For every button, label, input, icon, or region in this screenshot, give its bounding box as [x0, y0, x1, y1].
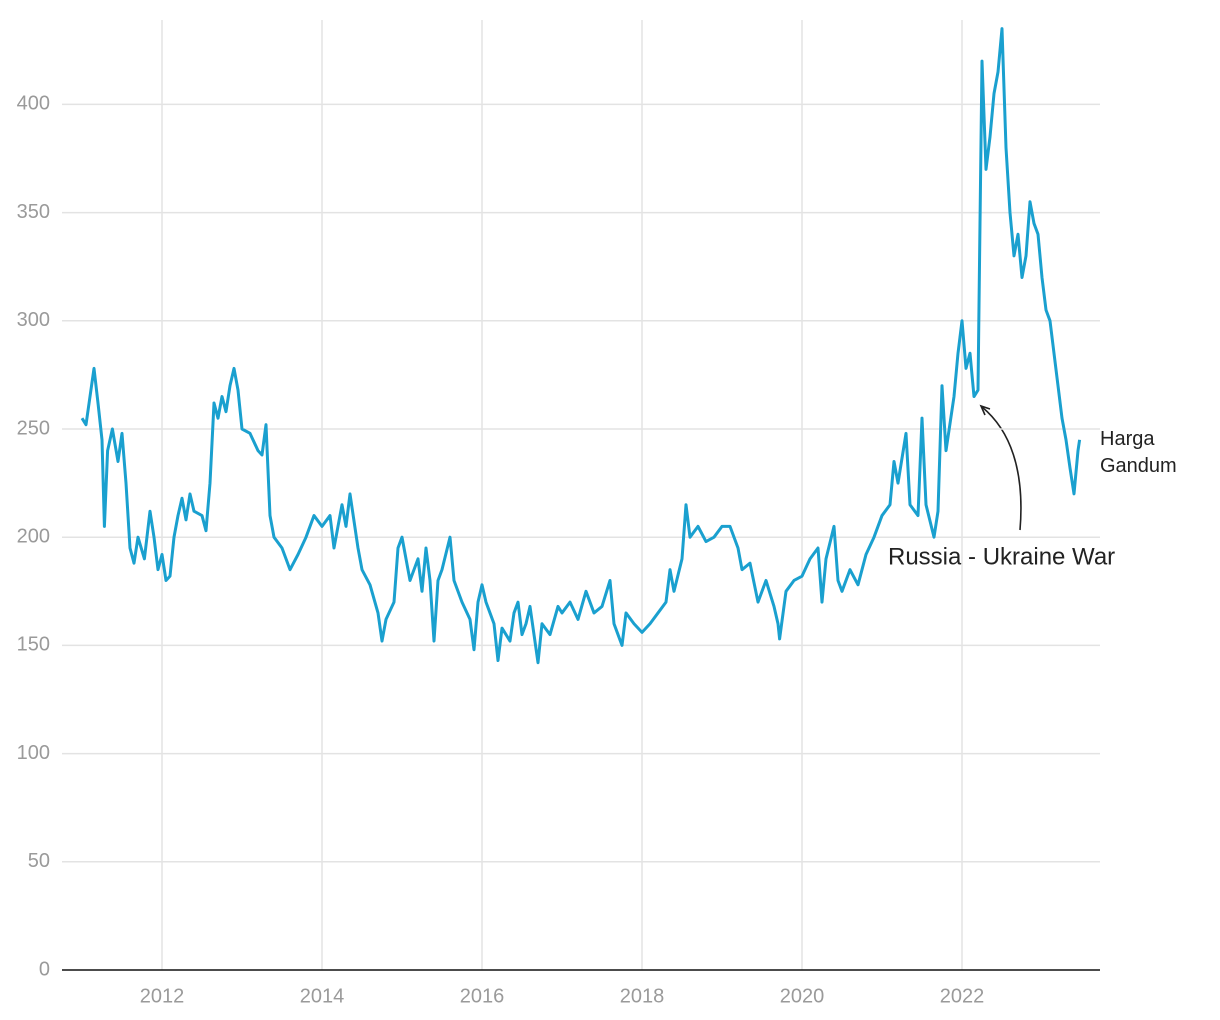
price-line: [80, 27, 1082, 665]
y-tick-label: 350: [17, 201, 50, 223]
y-tick-label: 200: [17, 525, 50, 547]
x-tick-label: 2014: [300, 985, 345, 1007]
y-tick-label: 300: [17, 309, 50, 331]
series-label: Harga Gandum: [1100, 428, 1177, 477]
x-tick-label: 2016: [460, 985, 505, 1007]
x-tick-label: 2012: [140, 985, 185, 1007]
x-tick-label: 2018: [620, 985, 665, 1007]
y-tick-label: 100: [17, 742, 50, 764]
y-tick-label: 400: [17, 93, 50, 115]
y-tick-label: 250: [17, 417, 50, 439]
annotation-arrowhead: [979, 404, 991, 416]
annotation-arrow: [981, 406, 1022, 531]
x-tick-label: 2020: [780, 985, 825, 1007]
y-tick-label: 0: [39, 958, 50, 980]
y-tick-label: 50: [28, 850, 50, 872]
annotation: Russia - Ukraine War: [888, 543, 1115, 570]
x-tick-label: 2022: [940, 985, 985, 1007]
y-tick-label: 150: [17, 634, 50, 656]
